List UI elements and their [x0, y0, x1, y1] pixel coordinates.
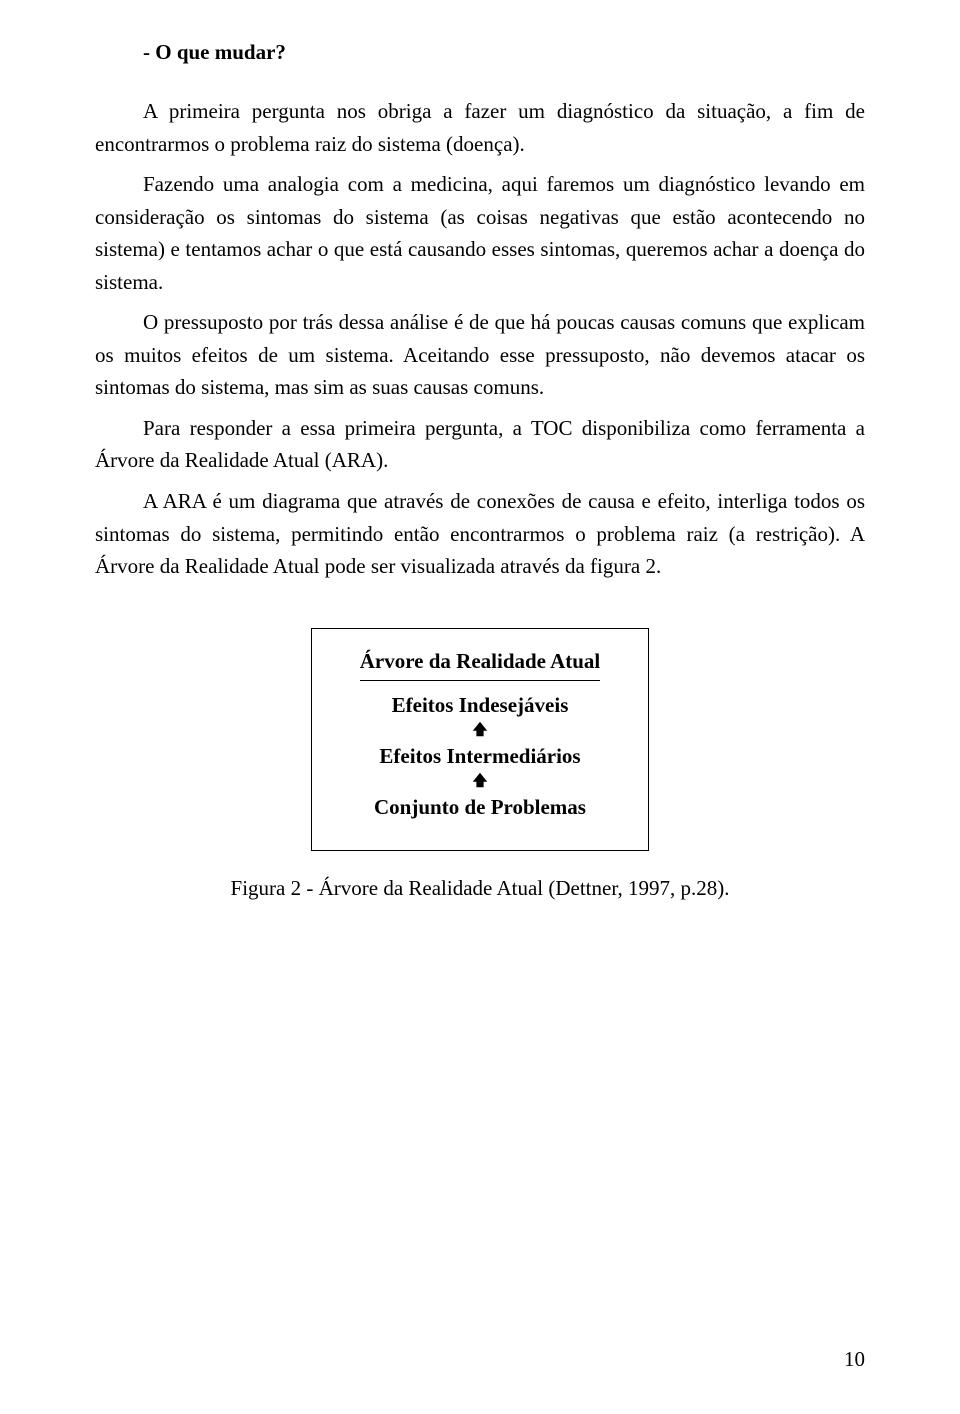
up-arrow-icon	[360, 771, 601, 793]
page-number: 10	[844, 1347, 865, 1372]
figure-caption: Figura 2 - Árvore da Realidade Atual (De…	[231, 876, 730, 901]
section-heading: - O que mudar?	[95, 40, 865, 65]
body-paragraph: O pressuposto por trás dessa análise é d…	[95, 306, 865, 404]
document-page: - O que mudar? A primeira pergunta nos o…	[0, 0, 960, 1414]
figure-line: Efeitos Indesejáveis	[360, 693, 601, 718]
figure-line: Efeitos Intermediários	[360, 744, 601, 769]
figure-container: Árvore da Realidade Atual Efeitos Indese…	[95, 628, 865, 922]
figure-box: Árvore da Realidade Atual Efeitos Indese…	[311, 628, 650, 851]
up-arrow-icon	[360, 720, 601, 742]
figure-line: Conjunto de Problemas	[360, 795, 601, 820]
body-paragraph: A ARA é um diagrama que através de conex…	[95, 485, 865, 583]
figure-title: Árvore da Realidade Atual	[360, 649, 601, 674]
body-paragraph: Para responder a essa primeira pergunta,…	[95, 412, 865, 477]
body-paragraph: A primeira pergunta nos obriga a fazer u…	[95, 95, 865, 160]
body-paragraph: Fazendo uma analogia com a medicina, aqu…	[95, 168, 865, 298]
figure-divider	[360, 680, 601, 681]
